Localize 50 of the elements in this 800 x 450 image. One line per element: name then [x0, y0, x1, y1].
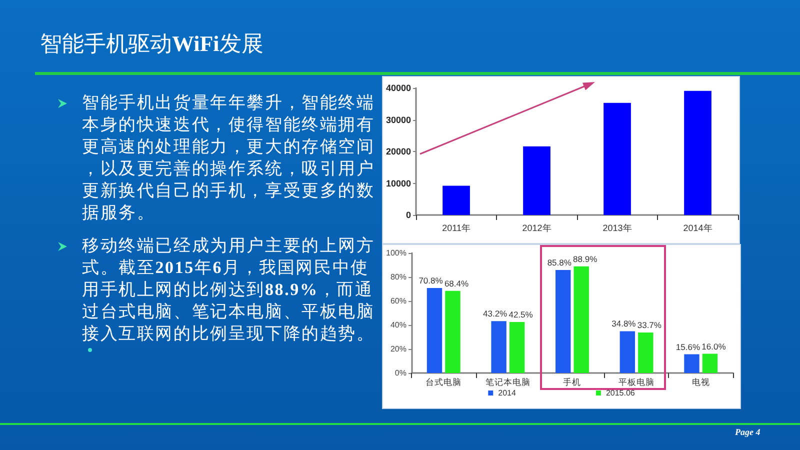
data-label: 88.9% — [573, 254, 598, 264]
legend-label: 2014 — [498, 388, 516, 398]
y-tick-label: 20% — [390, 344, 406, 354]
text: Page 4 — [735, 427, 760, 437]
y-tick-label: 40000 — [386, 83, 412, 93]
bar — [523, 146, 550, 215]
text: 智能手机出货量年年攀升，智能终端本身的快速迭代，使得智能终端拥有更高速的处理能力，更大的存储空间，以及更完善的操作系统，吸引用户更新换代自己的手机，享受更多的数据服务。 — [82, 93, 375, 223]
bar — [556, 270, 571, 373]
y-tick-label: 40% — [390, 320, 406, 330]
x-tick-label: 2012年 — [522, 223, 552, 233]
data-label: 15.6% — [676, 342, 700, 352]
y-tick-label: 60% — [390, 296, 406, 306]
bar — [684, 354, 700, 373]
data-label: 33.7% — [637, 320, 662, 330]
bar — [702, 354, 718, 373]
y-tick-label: 0% — [394, 368, 406, 378]
y-tick-label: 10000 — [386, 178, 412, 188]
y-tick-label: 0 — [406, 210, 412, 220]
bar — [620, 331, 636, 373]
bar — [442, 186, 470, 215]
data-label: 42.5% — [508, 310, 534, 320]
x-tick-label: 2011年 — [442, 223, 470, 233]
x-tick-label: 电视 — [692, 376, 710, 387]
y-tick-label: 80% — [390, 272, 406, 282]
bar — [684, 90, 712, 215]
bar — [604, 102, 631, 215]
x-tick-label: 台式电脑 — [426, 376, 462, 387]
data-label: 70.8% — [418, 276, 444, 286]
x-tick-label: 2014年 — [683, 223, 712, 233]
x-tick-label: 平板电脑 — [618, 376, 655, 387]
bar — [638, 332, 654, 373]
data-label: 85.8% — [547, 258, 572, 268]
x-tick-label: 笔记本电脑 — [485, 376, 530, 387]
legend-label: 2015.06 — [606, 388, 636, 398]
x-tick-label: 手机 — [563, 376, 582, 387]
x-tick-label: 2013年 — [602, 223, 632, 233]
bar — [574, 266, 589, 373]
text: 移动终端已经成为用户主要的上网方式。截至2015年6月，我国网民中使用手机上网的比例达到88.9%，而通过台式电脑、笔记本电脑、平板电脑接入互联网的比例呈现下降的趋势。 — [82, 236, 375, 344]
bar — [426, 288, 442, 373]
bar — [509, 322, 525, 373]
bar — [491, 321, 506, 373]
y-tick-label: 100% — [386, 248, 406, 258]
data-label: 43.2% — [483, 308, 508, 319]
data-label: 34.8% — [612, 318, 636, 329]
bar — [445, 290, 460, 373]
y-tick-label: 20000 — [386, 146, 412, 156]
text: 智能手机驱动WiFi发展 — [40, 31, 264, 57]
data-label: 16.0% — [702, 341, 726, 352]
data-label: 68.4% — [444, 278, 469, 288]
y-tick-label: 30000 — [386, 114, 412, 125]
